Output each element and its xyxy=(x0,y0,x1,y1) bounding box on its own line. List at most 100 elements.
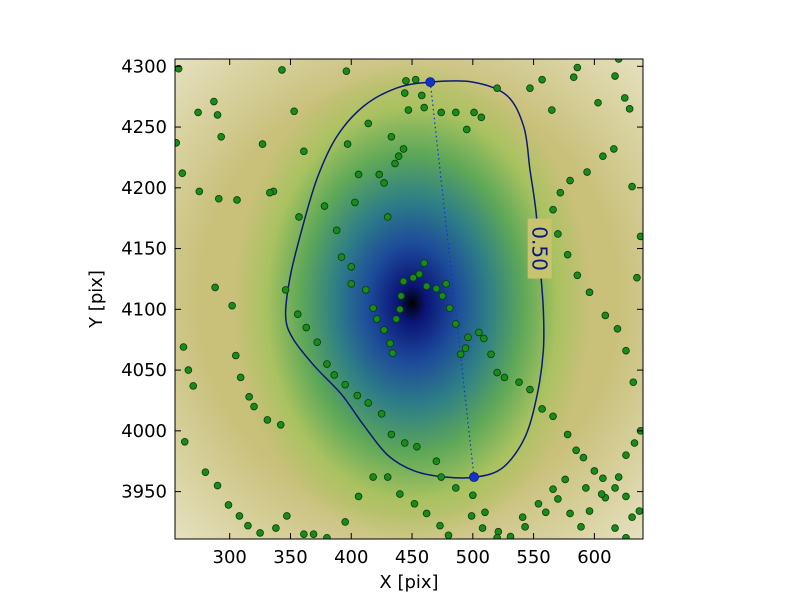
x-tick-label: 600 xyxy=(577,547,611,568)
scatter-point xyxy=(386,339,394,348)
scatter-point xyxy=(383,473,392,481)
scatter-point xyxy=(475,328,483,337)
scatter-point xyxy=(258,140,267,148)
scatter-point xyxy=(337,253,346,261)
scatter-point xyxy=(323,533,331,539)
contour-label-gap xyxy=(527,218,552,279)
scatter-point xyxy=(351,198,359,207)
scatter-point xyxy=(400,89,409,97)
x-tick-label: 450 xyxy=(395,547,429,568)
scatter-point xyxy=(569,73,578,82)
x-tick-label: 550 xyxy=(516,547,550,568)
scatter-point xyxy=(561,475,570,484)
scatter-point xyxy=(563,250,572,259)
scatter-point xyxy=(394,152,403,161)
scatter-point xyxy=(622,492,630,501)
y-tick-label: 4300 xyxy=(121,56,167,77)
scatter-point xyxy=(599,152,607,161)
scatter-point xyxy=(383,213,392,221)
scatter-point xyxy=(295,213,303,221)
scatter-point xyxy=(354,170,363,179)
scatter-point xyxy=(422,282,431,291)
x-tick-label: 350 xyxy=(273,547,307,568)
scatter-point xyxy=(464,333,472,342)
scatter-point xyxy=(276,420,285,429)
scatter-point xyxy=(633,273,641,282)
scatter-point xyxy=(290,107,298,116)
scatter-point xyxy=(195,187,204,196)
scatter-point xyxy=(477,113,486,122)
scatter-point xyxy=(332,226,341,235)
scatter-point xyxy=(456,350,465,359)
scatter-point xyxy=(614,473,623,481)
scatter-point xyxy=(611,484,619,492)
scatter-point xyxy=(320,202,329,210)
scatter-point xyxy=(479,334,488,343)
scatter-point xyxy=(438,292,447,300)
scatter-point xyxy=(420,103,428,112)
scatter-point xyxy=(309,530,318,538)
scatter-point xyxy=(233,196,241,204)
scatter-point xyxy=(625,105,634,113)
scatter-point xyxy=(347,280,356,288)
scatter-point xyxy=(599,474,607,483)
scatter-point xyxy=(362,286,370,294)
scatter-point xyxy=(354,492,363,501)
scatter-point xyxy=(437,108,446,117)
scatter-point xyxy=(629,378,638,387)
scatter-point xyxy=(538,75,546,84)
scatter-point xyxy=(445,304,454,312)
scatter-point xyxy=(194,108,202,117)
y-tick-label: 4000 xyxy=(121,421,167,442)
scatter-point xyxy=(622,533,630,539)
scatter-point xyxy=(554,230,562,238)
scatter-point xyxy=(585,507,594,515)
x-tick-label: 400 xyxy=(334,547,368,568)
data-points xyxy=(175,59,643,539)
scatter-point xyxy=(582,484,590,492)
scatter-point xyxy=(610,145,618,153)
x-tick-label: 300 xyxy=(213,547,247,568)
y-tick-label: 3950 xyxy=(121,482,167,503)
major-axis-endpoint xyxy=(469,472,479,482)
scatter-point xyxy=(628,182,636,191)
scatter-point xyxy=(353,391,362,400)
scatter-point xyxy=(302,323,311,332)
scatter-point xyxy=(481,508,489,517)
scatter-point xyxy=(380,326,388,334)
scatter-point xyxy=(341,518,349,526)
scatter-point xyxy=(178,169,187,178)
scatter-point xyxy=(462,125,471,134)
scatter-point xyxy=(601,311,610,320)
scatter-point xyxy=(620,94,629,102)
scatter-point xyxy=(278,66,286,74)
scatter-point xyxy=(622,346,630,355)
scatter-point xyxy=(563,430,572,439)
y-axis-label: Y [pix] xyxy=(86,270,107,329)
scatter-point xyxy=(391,159,399,168)
scatter-point xyxy=(231,351,240,360)
scatter-point xyxy=(213,481,222,490)
scatter-point xyxy=(521,523,529,531)
scatter-point xyxy=(422,509,431,518)
scatter-point xyxy=(611,524,619,532)
x-tick-label: 500 xyxy=(456,547,490,568)
scatter-point xyxy=(272,524,280,532)
y-tick-label: 4050 xyxy=(121,360,167,381)
scatter-point xyxy=(377,410,386,418)
scatter-point xyxy=(283,512,291,520)
plot-area: 0.50 xyxy=(174,58,644,540)
scatter-point xyxy=(364,119,373,128)
scatter-point xyxy=(526,385,534,394)
scatter-point xyxy=(444,531,453,539)
scatter-point xyxy=(585,288,594,297)
scatter-point xyxy=(432,457,441,466)
scatter-point xyxy=(566,509,574,518)
scatter-point xyxy=(500,373,509,382)
scatter-point xyxy=(534,499,543,508)
scatter-point xyxy=(590,467,599,475)
scatter-point xyxy=(541,508,550,517)
scatter-point xyxy=(380,179,388,187)
scatter-point xyxy=(566,176,574,185)
